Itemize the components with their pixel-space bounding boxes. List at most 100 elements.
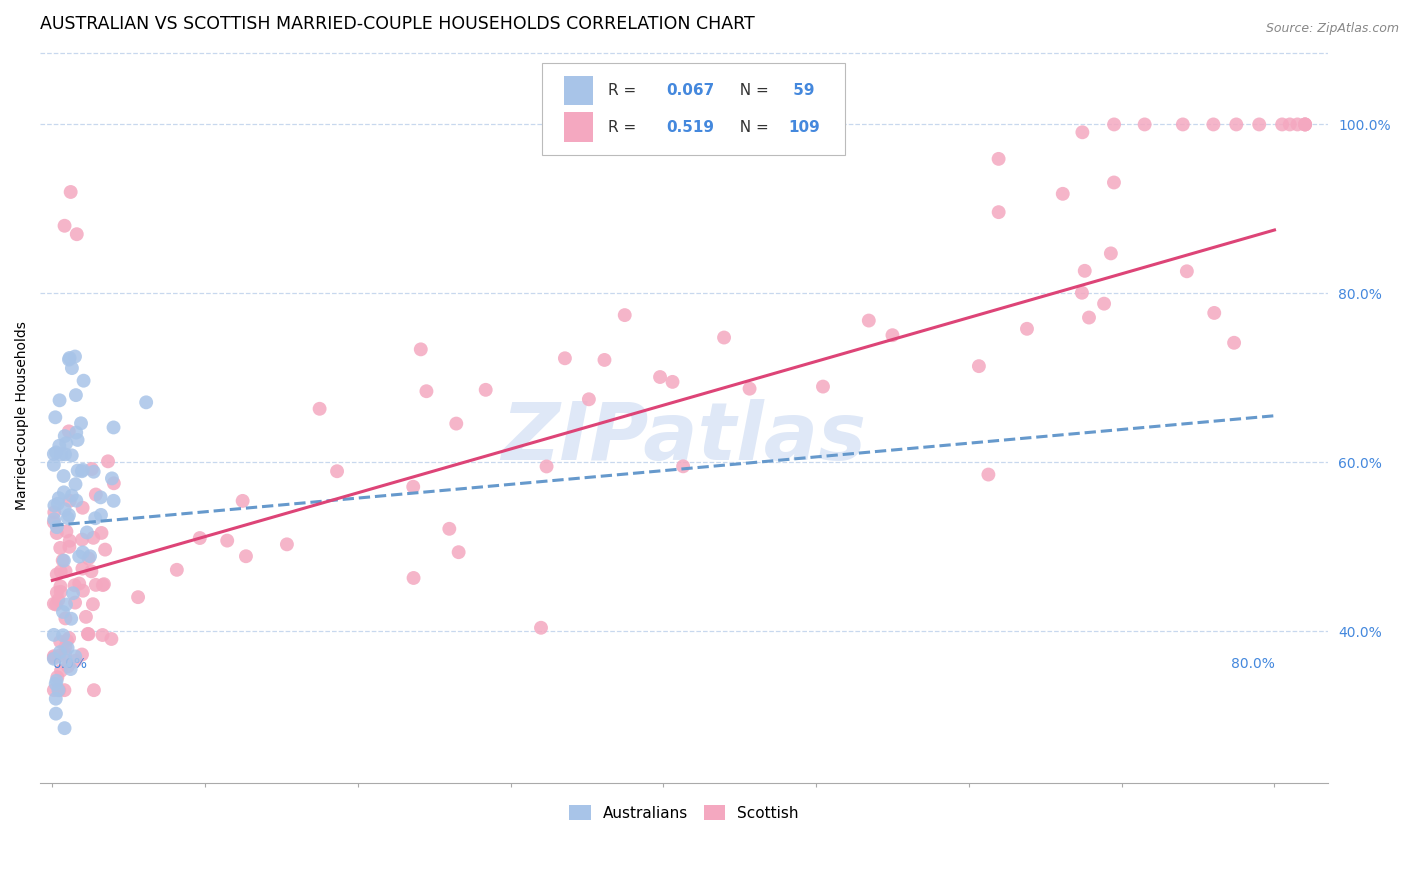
- Point: [1133, 118, 1156, 132]
- Point: [77, 551, 100, 566]
- Point: [84, 487, 107, 501]
- Point: [67, 549, 90, 564]
- Legend: Australians, Scottish: Australians, Scottish: [564, 799, 804, 827]
- Point: [1052, 186, 1074, 201]
- Point: [1225, 118, 1247, 132]
- Point: [65, 388, 87, 402]
- Text: 0.519: 0.519: [666, 120, 714, 135]
- Point: [82, 531, 104, 545]
- Point: [49, 579, 72, 593]
- Point: [713, 330, 735, 344]
- Point: [439, 522, 461, 536]
- Point: [217, 533, 239, 548]
- Point: [53, 219, 76, 233]
- Point: [97, 454, 120, 468]
- Point: [402, 571, 425, 585]
- Text: R =: R =: [607, 120, 641, 135]
- Point: [79, 549, 101, 564]
- Point: [49, 541, 72, 555]
- Point: [49, 565, 72, 579]
- Point: [42, 650, 65, 665]
- Point: [987, 205, 1010, 219]
- Point: [52, 553, 75, 567]
- Point: [409, 343, 432, 357]
- Point: [63, 350, 86, 364]
- Point: [127, 590, 149, 604]
- Point: [48, 393, 70, 408]
- Point: [536, 459, 558, 474]
- Point: [44, 499, 66, 513]
- Point: [60, 489, 83, 503]
- Point: [967, 359, 990, 373]
- Point: [65, 425, 87, 440]
- Text: 0.0%: 0.0%: [52, 657, 87, 671]
- Point: [1078, 310, 1101, 325]
- Point: [1074, 264, 1097, 278]
- Text: ZIPatlas: ZIPatlas: [502, 399, 866, 477]
- Point: [613, 308, 636, 322]
- Point: [42, 458, 65, 472]
- Point: [60, 612, 83, 626]
- Point: [46, 670, 69, 684]
- Point: [55, 598, 77, 612]
- Point: [53, 683, 76, 698]
- Point: [235, 549, 257, 564]
- Point: [987, 152, 1010, 166]
- Point: [858, 313, 880, 327]
- Text: 59: 59: [789, 83, 815, 98]
- Point: [46, 593, 69, 607]
- Text: N =: N =: [730, 83, 775, 98]
- Point: [42, 515, 65, 529]
- Point: [1102, 176, 1125, 190]
- Point: [72, 500, 94, 515]
- Point: [1286, 118, 1309, 132]
- Point: [45, 673, 67, 688]
- Point: [58, 631, 80, 645]
- Point: [56, 659, 79, 673]
- Point: [76, 525, 98, 540]
- Point: [67, 576, 90, 591]
- Point: [308, 401, 330, 416]
- Point: [58, 352, 80, 367]
- Point: [44, 512, 66, 526]
- Point: [59, 493, 82, 508]
- Point: [49, 634, 72, 648]
- Text: 109: 109: [789, 120, 820, 135]
- Point: [65, 649, 87, 664]
- Point: [49, 664, 72, 678]
- Point: [42, 597, 65, 611]
- Point: [48, 683, 70, 698]
- Point: [65, 654, 87, 668]
- Point: [60, 361, 83, 376]
- Point: [72, 463, 94, 477]
- Point: [66, 227, 89, 242]
- Point: [661, 375, 683, 389]
- Point: [1071, 285, 1094, 300]
- Point: [42, 628, 65, 642]
- Point: [55, 524, 77, 539]
- Point: [72, 583, 94, 598]
- Point: [66, 464, 89, 478]
- Point: [45, 445, 67, 459]
- Point: [77, 627, 100, 641]
- Point: [48, 683, 70, 698]
- Point: [882, 328, 904, 343]
- Point: [1271, 118, 1294, 132]
- Point: [83, 683, 105, 698]
- Point: [76, 627, 98, 641]
- Point: [44, 505, 66, 519]
- Point: [103, 493, 125, 508]
- Point: [1294, 118, 1316, 132]
- Point: [49, 448, 72, 462]
- Point: [72, 374, 94, 388]
- Point: [45, 526, 67, 541]
- Point: [45, 585, 67, 599]
- Point: [166, 563, 188, 577]
- Point: [63, 578, 86, 592]
- Point: [1099, 246, 1122, 260]
- Point: [101, 471, 124, 485]
- Point: [48, 648, 70, 663]
- Point: [42, 447, 65, 461]
- Point: [53, 447, 76, 461]
- Point: [326, 464, 349, 478]
